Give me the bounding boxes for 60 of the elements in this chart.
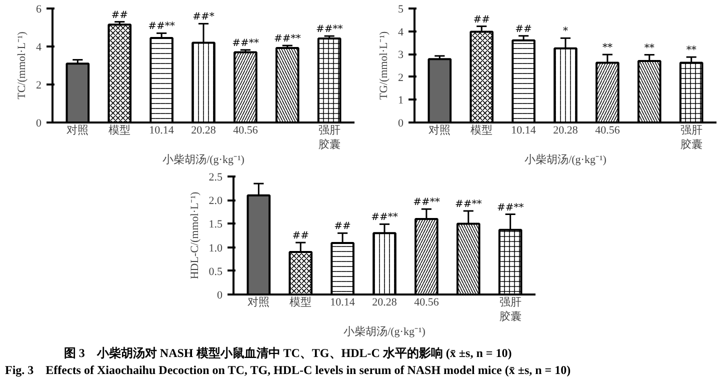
y-axis-title: HDL-C/(mmol·L⁻¹) [188,191,201,280]
annotation: ##** [232,38,259,49]
x-tick-label: 模型 [290,296,312,308]
y-tick-label: 1 [398,94,404,107]
annotation: ## [292,230,309,242]
y-tick-label: 1.5 [208,218,223,231]
y-axis-title: TG/(mmol·L⁻¹) [378,30,390,100]
x-tick-label: 对照 [428,124,451,136]
annotation: ##** [371,212,398,224]
y-tick-label: 0 [36,118,42,130]
y-tick-label: 3 [398,49,404,62]
y-tick-label: 6 [36,4,42,16]
x-axis-title: 小柴胡汤/(g·kg⁻¹) [524,152,607,166]
x-tick-label: 对照 [248,296,270,308]
y-tick-label: 5 [398,4,404,16]
y-tick-label: 1.0 [208,242,223,254]
x-tick-label: 20.28 [372,296,398,308]
annotation: ##** [455,198,482,210]
x-tick-label: 10.14 [149,124,174,136]
x-tick-label: 40.56 [595,124,620,136]
x-tick-label: 强肝胶囊 [680,124,702,151]
x-axis-title: 小柴胡汤/(g·kg⁻¹) [344,324,426,338]
annotation: ##** [316,24,343,36]
annotation: ## [515,24,532,35]
annotation: ** [602,42,612,54]
annotation: ##** [496,202,524,214]
y-tick-label: 0.5 [208,266,223,278]
x-axis-title: 小柴胡汤/(g·kg⁻¹) [162,152,245,166]
y-tick-label: 2 [36,80,42,92]
annotation: ##* [192,12,214,23]
y-tick-label: 0 [217,290,223,302]
annotation: ## [111,10,128,21]
x-tick-label: 40.56 [414,296,440,308]
annotation: ## [334,221,351,232]
y-axis-title: TC/(mmol·L⁻¹) [16,31,28,100]
annotation: * [563,26,568,38]
annotation: ** [686,45,696,56]
x-tick-label: 10.14 [511,124,536,136]
caption: Fig. 3 Effects of Xiaochaihu Decoction on TC, TG, HDL-C levels in serum of NASH model mice (x̄ ±s, n = 10) [5,362,571,380]
annotation: ** [644,42,654,54]
annotation: ##** [413,197,440,208]
annotation: ##** [148,21,175,32]
x-tick-label: 40.56 [233,124,258,136]
x-tick-label: 强肝胶囊 [499,296,522,323]
y-tick-label: 4 [36,42,42,54]
x-tick-label: 模型 [470,124,493,136]
x-tick-label: 模型 [108,124,131,136]
x-tick-label: 20.28 [191,124,216,136]
x-tick-label: 20.28 [553,124,578,136]
y-tick-label: 2.5 [208,172,223,184]
y-tick-label: 2.0 [208,195,223,208]
x-tick-label: 强肝胶囊 [318,124,340,151]
annotation: ##** [274,34,301,45]
y-tick-label: 4 [398,26,404,38]
caption: 图 3 小柴胡汤对 NASH 模型小鼠血清中 TC、TG、HDL-C 水平的影响 (x̄ ±s, n = 10) [62,345,513,362]
x-tick-label: 对照 [66,124,89,136]
x-tick-label: 10.14 [330,296,356,308]
annotation: ## [473,14,490,26]
y-tick-label: 2 [398,72,404,84]
y-tick-label: 0 [398,118,404,130]
